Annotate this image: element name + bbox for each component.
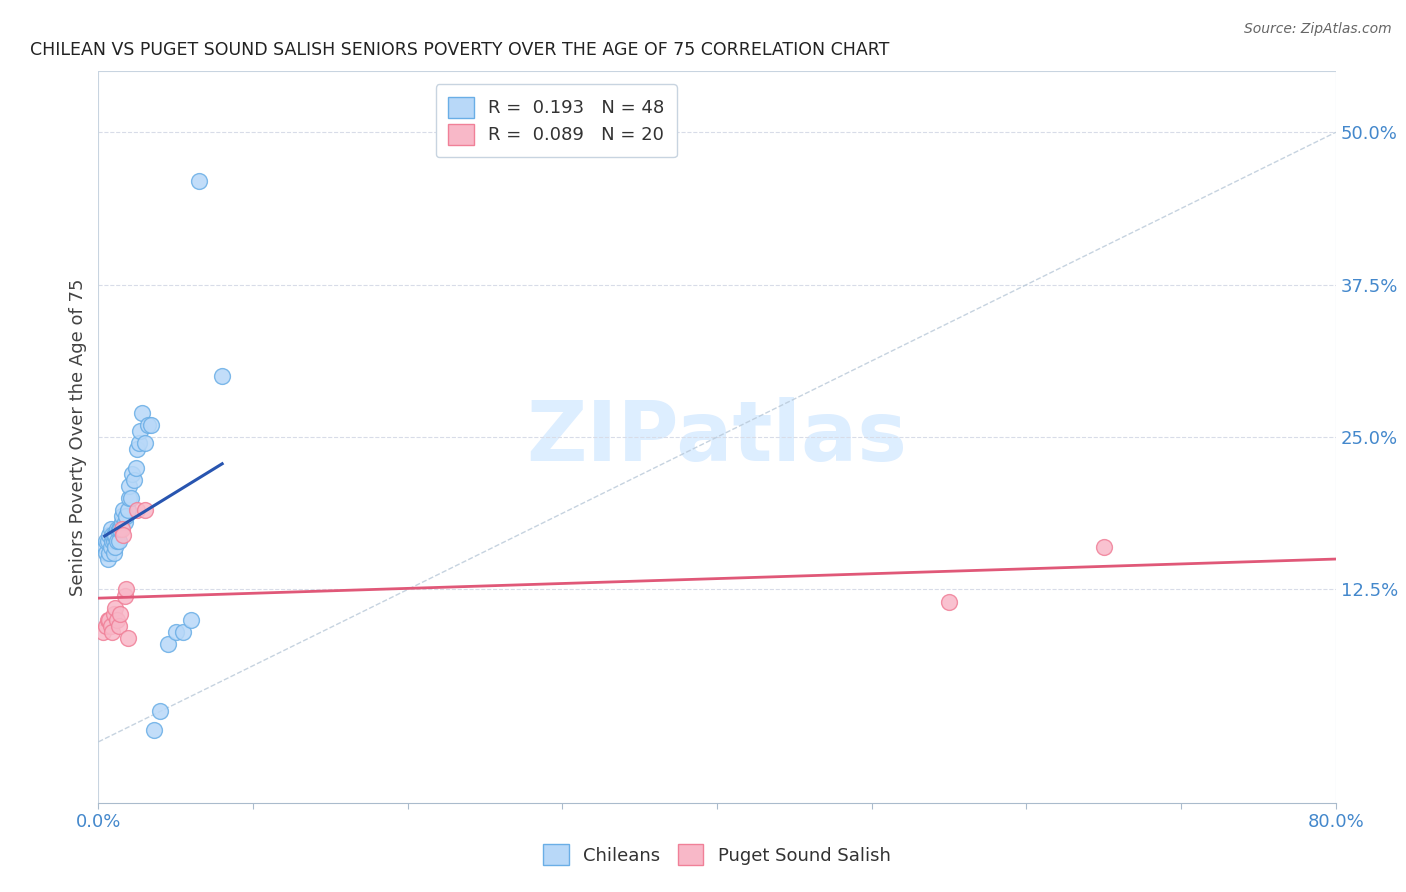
Point xyxy=(103,607,125,621)
Point xyxy=(100,619,122,633)
Point xyxy=(96,619,118,633)
Point xyxy=(121,467,143,481)
Point xyxy=(98,546,121,560)
Point xyxy=(180,613,202,627)
Point xyxy=(127,503,149,517)
Point xyxy=(101,625,124,640)
Point xyxy=(97,613,120,627)
Point xyxy=(134,436,156,450)
Point xyxy=(149,705,172,719)
Point xyxy=(124,460,146,475)
Point xyxy=(103,533,125,548)
Point xyxy=(105,521,128,535)
Point xyxy=(100,521,122,535)
Point xyxy=(938,594,960,608)
Point xyxy=(107,619,129,633)
Point xyxy=(105,613,128,627)
Point xyxy=(96,546,118,560)
Point xyxy=(108,607,131,621)
Point xyxy=(114,589,136,603)
Point xyxy=(115,582,138,597)
Point xyxy=(111,509,134,524)
Point xyxy=(103,527,125,541)
Point xyxy=(101,533,124,548)
Point xyxy=(91,625,114,640)
Point xyxy=(101,527,124,541)
Point xyxy=(134,503,156,517)
Point xyxy=(157,637,180,651)
Point xyxy=(103,546,125,560)
Point xyxy=(104,600,127,615)
Point xyxy=(128,436,150,450)
Text: ZIPatlas: ZIPatlas xyxy=(527,397,907,477)
Point xyxy=(118,479,141,493)
Point xyxy=(120,491,142,505)
Point xyxy=(122,473,145,487)
Point xyxy=(1092,540,1115,554)
Point xyxy=(129,424,152,438)
Point xyxy=(173,625,195,640)
Point xyxy=(115,509,138,524)
Point xyxy=(139,417,162,432)
Point xyxy=(97,533,120,548)
Point xyxy=(127,442,149,457)
Point xyxy=(107,533,129,548)
Point xyxy=(105,533,128,548)
Point xyxy=(112,527,135,541)
Point xyxy=(96,533,118,548)
Point xyxy=(108,521,131,535)
Point xyxy=(165,625,187,640)
Text: Source: ZipAtlas.com: Source: ZipAtlas.com xyxy=(1244,22,1392,37)
Point xyxy=(136,417,159,432)
Point xyxy=(93,540,115,554)
Point xyxy=(100,540,122,554)
Point xyxy=(118,491,141,505)
Point xyxy=(117,632,139,646)
Point xyxy=(107,521,129,535)
Point xyxy=(114,516,136,530)
Point xyxy=(104,540,127,554)
Legend: Chileans, Puget Sound Salish: Chileans, Puget Sound Salish xyxy=(530,831,904,878)
Point xyxy=(131,406,153,420)
Point xyxy=(98,527,121,541)
Point xyxy=(112,503,135,517)
Point xyxy=(111,521,134,535)
Text: CHILEAN VS PUGET SOUND SALISH SENIORS POVERTY OVER THE AGE OF 75 CORRELATION CHA: CHILEAN VS PUGET SOUND SALISH SENIORS PO… xyxy=(31,41,890,59)
Point xyxy=(143,723,166,737)
Point xyxy=(111,516,134,530)
Point xyxy=(98,613,121,627)
Point xyxy=(97,552,120,566)
Point xyxy=(188,174,211,188)
Point xyxy=(211,369,233,384)
Y-axis label: Seniors Poverty Over the Age of 75: Seniors Poverty Over the Age of 75 xyxy=(69,278,87,596)
Point xyxy=(104,527,127,541)
Point xyxy=(117,503,139,517)
